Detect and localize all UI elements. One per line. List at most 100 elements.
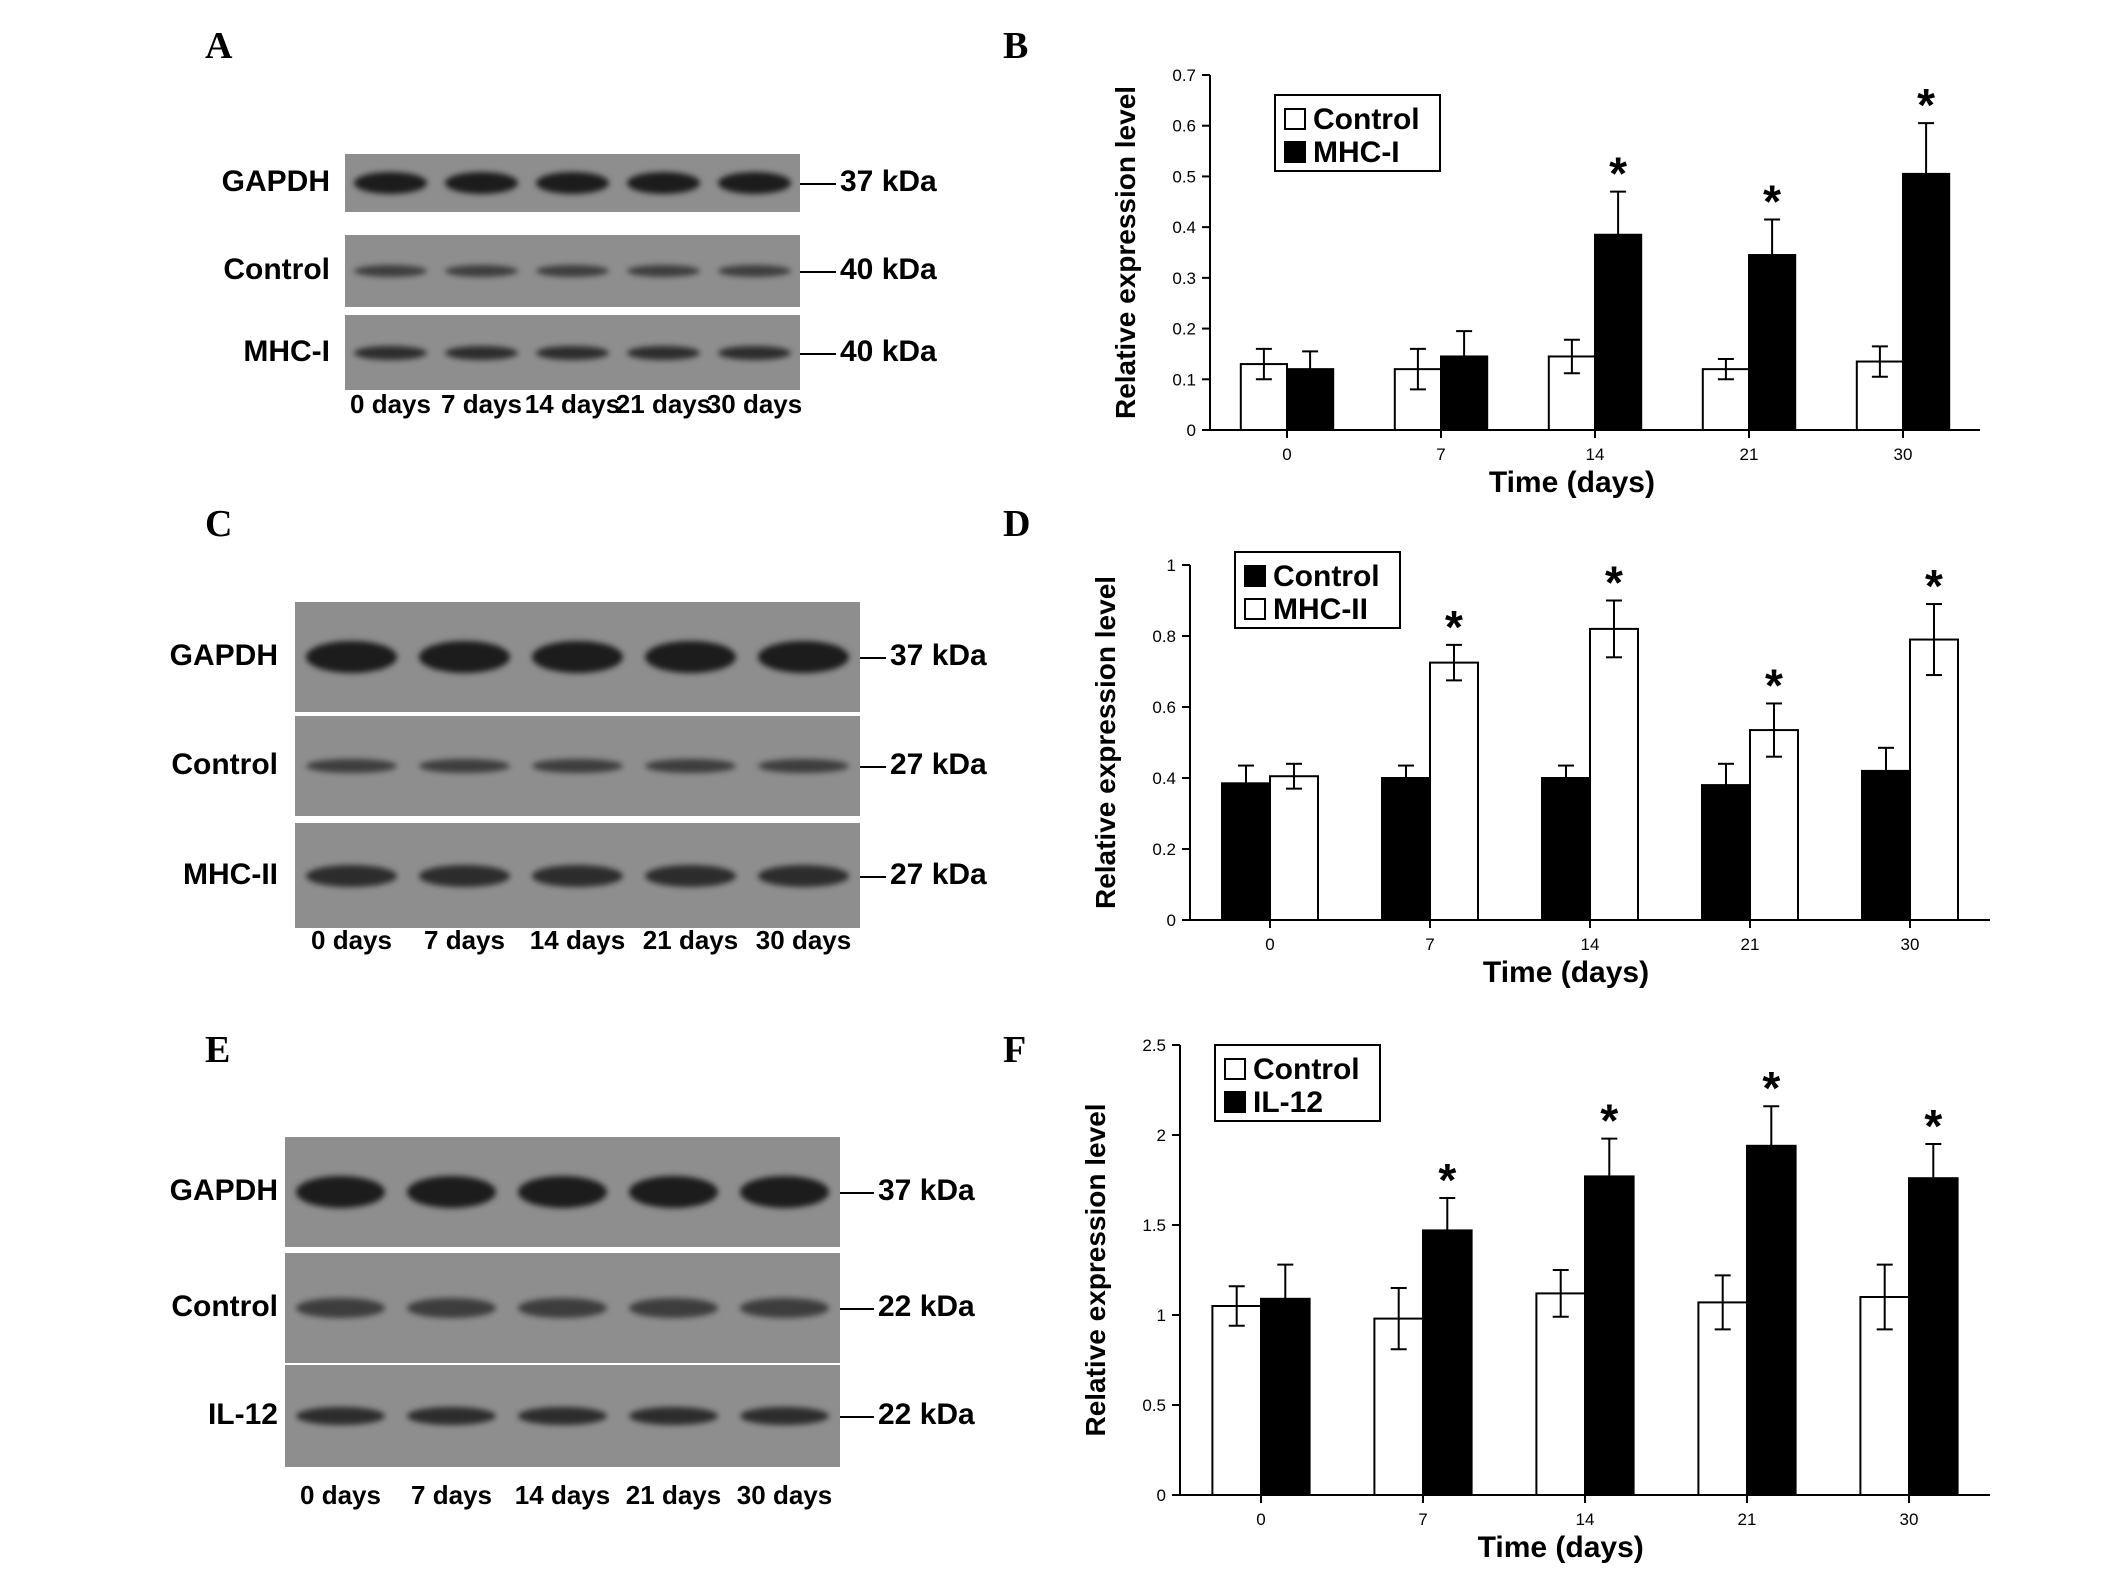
kda-marker-line bbox=[800, 183, 836, 185]
blot-band bbox=[419, 641, 510, 673]
y-axis-label: Relative expression level bbox=[1090, 576, 1121, 909]
kda-label: 22 kDa bbox=[878, 1290, 975, 1323]
bar bbox=[1746, 1144, 1797, 1497]
y-tick-label: 0.5 bbox=[1172, 167, 1196, 186]
blot-band bbox=[518, 1407, 607, 1425]
y-tick-label: 0.2 bbox=[1152, 840, 1176, 859]
legend-label: Control bbox=[1313, 103, 1420, 136]
x-tick-label: 30 bbox=[1900, 1510, 1919, 1529]
lane-label: 14 days bbox=[514, 1480, 611, 1510]
y-tick-label: 0.3 bbox=[1172, 269, 1196, 288]
significance-marker: * bbox=[1445, 601, 1463, 653]
bar bbox=[1269, 775, 1319, 921]
y-tick-label: 0.4 bbox=[1172, 218, 1196, 237]
blot-band bbox=[306, 864, 397, 887]
blot-band bbox=[532, 759, 623, 773]
legend-swatch bbox=[1244, 565, 1266, 587]
blot-band bbox=[532, 864, 623, 887]
blot-strip bbox=[285, 1253, 840, 1363]
y-tick-label: 0 bbox=[1157, 1486, 1166, 1505]
lane-label: 7 days bbox=[441, 389, 522, 419]
x-tick-label: 7 bbox=[1425, 935, 1434, 954]
legend-label: Control bbox=[1253, 1053, 1360, 1086]
significance-marker: * bbox=[1925, 560, 1943, 612]
kda-marker-line bbox=[860, 875, 886, 878]
y-tick-label: 1 bbox=[1157, 1306, 1166, 1325]
y-tick-label: 2 bbox=[1157, 1126, 1166, 1145]
bar bbox=[1429, 661, 1479, 921]
bar-chart-d: 0 0.2 0.4 0.6 0.8 1 0 7 * 14 * 21 * 30 * Time (days) Rel… bbox=[1090, 551, 1990, 989]
y-tick-label: 0 bbox=[1167, 911, 1176, 930]
blot-band bbox=[354, 172, 427, 194]
bar bbox=[1701, 784, 1751, 921]
bar bbox=[1221, 782, 1271, 921]
blot-band bbox=[740, 1298, 829, 1318]
blot-band bbox=[532, 641, 623, 673]
x-axis-label: Time (days) bbox=[1489, 466, 1655, 499]
bar bbox=[1541, 777, 1591, 921]
blot-band bbox=[740, 1407, 829, 1425]
bar bbox=[1535, 1292, 1586, 1496]
blot-band bbox=[740, 1176, 829, 1208]
lane-label: 0 days bbox=[300, 1480, 381, 1510]
blot-band bbox=[718, 172, 791, 194]
bar bbox=[1381, 777, 1431, 921]
blot-band bbox=[518, 1176, 607, 1208]
blot-band bbox=[306, 641, 397, 673]
bar bbox=[1422, 1229, 1473, 1496]
blot-band bbox=[518, 1298, 607, 1318]
kda-label: 40 kDa bbox=[840, 253, 937, 286]
lane-label: 14 days bbox=[529, 925, 626, 955]
legend-swatch bbox=[1224, 1091, 1246, 1113]
x-tick-label: 21 bbox=[1741, 935, 1760, 954]
blot-strip bbox=[295, 823, 860, 928]
significance-marker: * bbox=[1917, 79, 1935, 131]
kda-marker-line bbox=[860, 657, 886, 659]
kda-marker-line bbox=[840, 1192, 874, 1194]
legend-label: MHC-I bbox=[1313, 136, 1400, 169]
blot-band bbox=[419, 759, 510, 773]
significance-marker: * bbox=[1763, 176, 1781, 228]
blot-strip bbox=[295, 602, 860, 712]
significance-marker: * bbox=[1609, 148, 1627, 200]
kda-label: 40 kDa bbox=[840, 334, 937, 368]
kda-label: 27 kDa bbox=[890, 857, 987, 891]
blot-band bbox=[354, 265, 427, 277]
panel-letter-c: C bbox=[205, 503, 233, 545]
legend-swatch bbox=[1244, 598, 1266, 620]
lane-label: 30 days bbox=[736, 1480, 833, 1510]
kda-label: 22 kDa bbox=[878, 1398, 975, 1431]
blot-band bbox=[718, 265, 791, 277]
blot-row-label: MHC-II bbox=[183, 857, 278, 891]
blot-strip bbox=[285, 1365, 840, 1467]
bar bbox=[1697, 1301, 1749, 1496]
blot-band bbox=[296, 1298, 385, 1318]
y-tick-label: 0.7 bbox=[1172, 66, 1196, 85]
bar bbox=[1211, 1305, 1262, 1496]
blot-band bbox=[407, 1176, 496, 1208]
lane-label: 0 days bbox=[350, 389, 431, 419]
blot-row-label: IL-12 bbox=[207, 1398, 278, 1431]
panel-letter-d: D bbox=[1003, 503, 1031, 545]
blot-band bbox=[629, 1298, 718, 1318]
y-tick-label: 0.1 bbox=[1172, 370, 1196, 389]
lane-label: 7 days bbox=[411, 1480, 492, 1510]
significance-marker: * bbox=[1762, 1062, 1780, 1114]
bar bbox=[1749, 729, 1799, 921]
blot-band bbox=[627, 172, 700, 194]
x-axis-label: Time (days) bbox=[1483, 956, 1649, 989]
significance-marker: * bbox=[1924, 1100, 1942, 1152]
kda-marker-line bbox=[840, 1308, 874, 1310]
panel-letter-b: B bbox=[1003, 25, 1029, 67]
significance-marker: * bbox=[1765, 659, 1783, 711]
blot-strip bbox=[295, 716, 860, 816]
kda-label: 27 kDa bbox=[890, 748, 987, 781]
blot-strip bbox=[285, 1137, 840, 1247]
blot-band bbox=[536, 265, 609, 277]
x-tick-label: 30 bbox=[1901, 935, 1920, 954]
y-tick-label: 0.8 bbox=[1152, 627, 1176, 646]
legend-swatch bbox=[1224, 1058, 1246, 1080]
x-axis-label: Time (days) bbox=[1478, 1531, 1644, 1564]
blot-band bbox=[758, 641, 849, 673]
lane-label: 30 days bbox=[755, 925, 852, 955]
